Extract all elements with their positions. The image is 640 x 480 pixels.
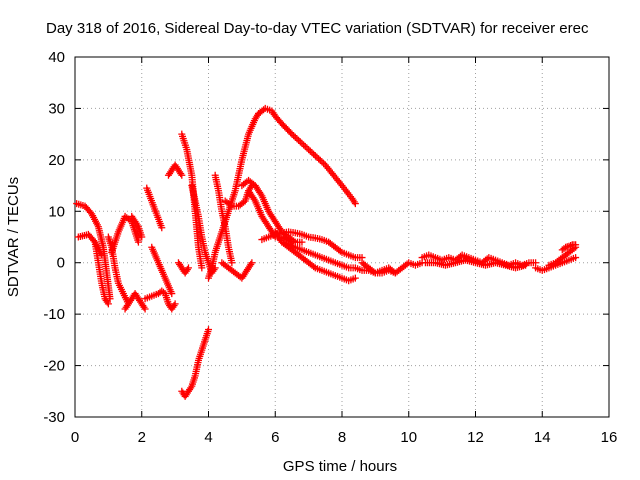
point-arc-m	[205, 326, 212, 334]
point-arc-s	[316, 156, 324, 164]
point-arc-s	[291, 133, 299, 141]
x-tick-label: 0	[71, 429, 79, 446]
point-arc-w	[351, 274, 359, 282]
point-arc-s	[320, 159, 328, 167]
point-arc-s	[308, 149, 316, 157]
point-arc-t	[298, 238, 306, 246]
point-arc-r	[226, 201, 234, 209]
y-tick-label: -20	[43, 358, 65, 375]
y-tick-label: -10	[43, 306, 65, 323]
point-arc-s	[313, 153, 321, 161]
y-tick-label: 30	[48, 100, 65, 117]
x-tick-label: 16	[601, 429, 618, 446]
data-points	[73, 104, 580, 400]
point-arc-q	[248, 259, 256, 267]
point-arc-s	[351, 200, 359, 208]
point-arc-s	[305, 146, 313, 154]
point-arc-c	[104, 300, 112, 308]
y-tick-label: 10	[48, 203, 65, 220]
point-arc-s	[295, 136, 303, 144]
point-arc-j	[178, 171, 186, 179]
point-arc-aa	[522, 261, 530, 269]
point-arc-s	[311, 152, 319, 160]
point-arc-s	[300, 141, 308, 149]
x-tick-label: 4	[204, 429, 212, 446]
point-arc-s	[296, 138, 304, 146]
y-tick-label: -30	[43, 409, 65, 426]
point-arc-s	[290, 132, 298, 140]
point-arc-s	[288, 130, 296, 138]
point-arc-g	[138, 233, 146, 241]
point-arc-ad	[567, 241, 575, 249]
x-tick-label: 8	[338, 429, 346, 446]
point-arc-p	[228, 259, 236, 267]
x-tick-label: 12	[467, 429, 484, 446]
point-arc-s	[306, 147, 314, 155]
x-tick-label: 10	[400, 429, 417, 446]
point-arc-s	[310, 150, 318, 158]
x-axis-label: GPS time / hours	[283, 458, 397, 475]
tick-labels: 0 2 4 6 8 10 12 14 16 -30 -20 -10 0 10 20 30 40	[43, 49, 617, 446]
point-arc-s	[287, 129, 295, 137]
y-axis-label: SDTVAR / TECUs	[5, 177, 22, 297]
point-arc-ad	[572, 241, 580, 249]
point-arc-b	[98, 251, 106, 259]
y-tick-label: 0	[57, 255, 65, 272]
point-arc-s	[315, 155, 323, 163]
point-arc-ae	[158, 224, 166, 232]
grid-lines	[75, 57, 609, 417]
point-arc-s	[318, 158, 326, 166]
point-arc-l	[184, 264, 192, 272]
point-arc-k	[198, 264, 206, 272]
point-arc-s	[298, 139, 306, 147]
point-arc-ad	[565, 242, 573, 250]
x-tick-label: 6	[271, 429, 279, 446]
point-arc-s	[293, 135, 301, 143]
point-arc-ab	[572, 254, 580, 262]
point-arc-h	[171, 300, 179, 308]
x-tick-label: 14	[534, 429, 551, 446]
point-arc-v	[336, 247, 344, 255]
point-arc-s	[301, 142, 309, 150]
y-tick-label: 20	[48, 152, 65, 169]
chart-title: Day 318 of 2016, Sidereal Day-to-day VTE…	[46, 20, 589, 37]
point-arc-i	[168, 290, 176, 298]
point-arc-w	[310, 263, 318, 271]
point-arc-f	[141, 305, 149, 313]
point-arc-s	[303, 144, 311, 152]
point-arc-e	[134, 238, 142, 246]
y-tick-label: 40	[48, 49, 65, 66]
x-tick-label: 2	[138, 429, 146, 446]
